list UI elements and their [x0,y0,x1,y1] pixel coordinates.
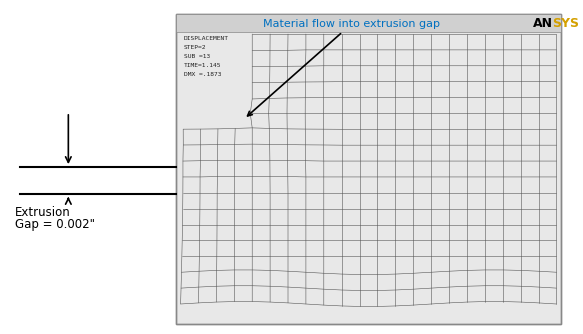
Text: Material flow into extrusion gap: Material flow into extrusion gap [248,19,440,116]
Text: Extrusion: Extrusion [15,206,71,219]
Text: STEP=2: STEP=2 [184,45,206,50]
Text: TIME=1.145: TIME=1.145 [184,63,221,68]
FancyBboxPatch shape [175,14,561,32]
Text: AN: AN [533,16,553,29]
Text: DISPLACEMENT: DISPLACEMENT [184,36,229,41]
Text: Gap = 0.002": Gap = 0.002" [15,218,94,231]
Text: SUB =13: SUB =13 [184,54,210,59]
Text: DMX =.1873: DMX =.1873 [184,72,221,77]
FancyBboxPatch shape [175,14,561,324]
Text: SYS: SYS [553,16,580,29]
